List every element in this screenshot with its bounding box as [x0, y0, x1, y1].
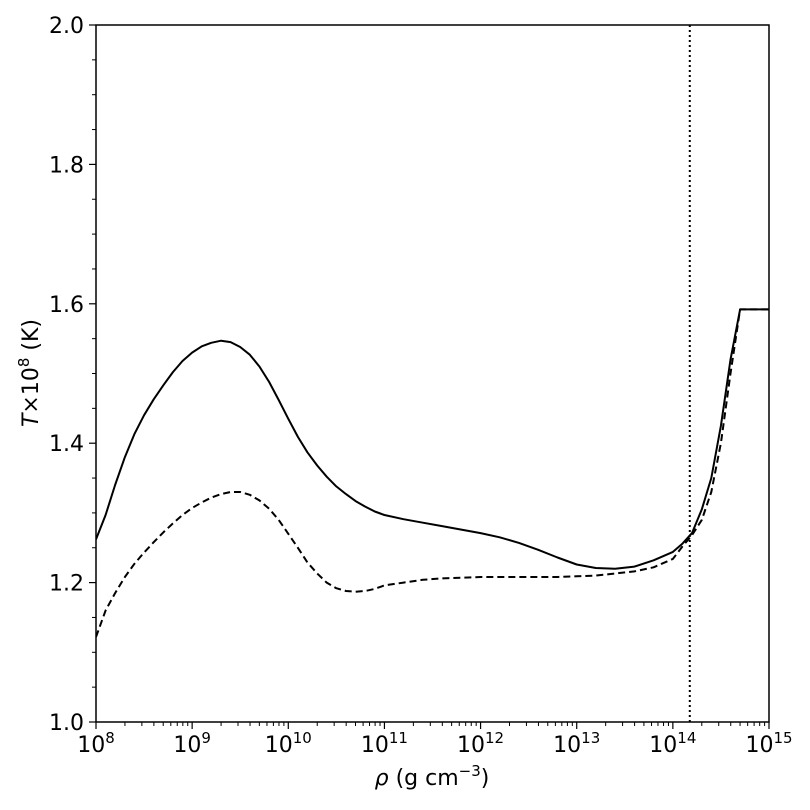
x-tick-label: 1013 — [553, 729, 600, 758]
x-label-symbol: ρ — [375, 766, 389, 791]
y-label-close: (K) — [19, 319, 44, 358]
y-label-text: ×10 — [19, 367, 44, 413]
x-tick-label: 108 — [77, 729, 115, 758]
x-label-sup: −3 — [459, 762, 481, 780]
series-line-solid — [96, 308, 769, 570]
y-label-symbol: T — [19, 412, 44, 427]
x-axis-label: ρ (g cm−3) — [375, 762, 490, 791]
y-tick-label: 1.0 — [49, 711, 84, 736]
x-tick-label: 1010 — [265, 729, 312, 758]
y-tick-label: 1.8 — [49, 153, 84, 178]
x-tick-label: 1015 — [745, 729, 792, 758]
y-tick-label: 1.4 — [49, 432, 84, 457]
series-line-dashed — [96, 308, 769, 638]
x-label-close: ) — [481, 766, 490, 791]
x-label-text: (g cm — [389, 766, 459, 791]
y-tick-label: 1.6 — [49, 293, 84, 318]
x-tick-label: 1012 — [457, 729, 504, 758]
x-tick-label: 1011 — [361, 729, 408, 758]
y-label-sup: 8 — [15, 358, 33, 368]
x-tick-label: 1014 — [649, 729, 696, 758]
y-tick-label: 1.2 — [49, 572, 84, 597]
y-axis-label: T×108 (K) — [15, 319, 44, 427]
plot-frame — [95, 24, 770, 723]
y-tick-label: 2.0 — [49, 14, 84, 39]
x-tick-label: 109 — [173, 729, 211, 758]
